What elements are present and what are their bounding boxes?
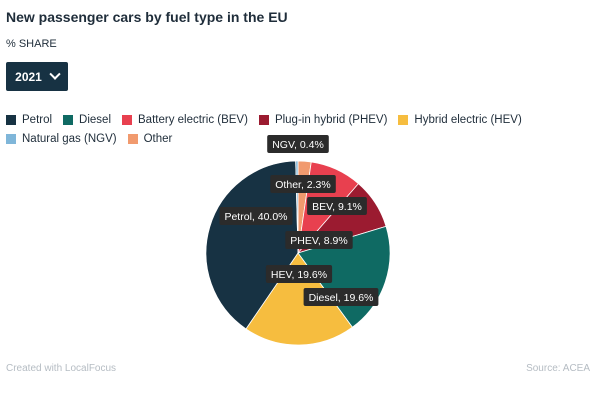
legend-label: Natural gas (NGV) <box>22 132 117 145</box>
year-dropdown-value: 2021 <box>15 69 42 84</box>
legend-swatch <box>398 114 409 125</box>
legend-label: Hybrid electric (HEV) <box>414 113 522 126</box>
data-label-text: Other, 2.3% <box>275 179 330 191</box>
legend-item-phev[interactable]: Plug-in hybrid (PHEV) <box>258 113 388 126</box>
data-label: Diesel, 19.6% <box>303 288 379 306</box>
legend-item-hev[interactable]: Hybrid electric (HEV) <box>398 113 522 126</box>
pie-slice-hybrid-electric-hev[interactable] <box>245 252 353 346</box>
footer-source: Source: ACEA <box>526 363 590 374</box>
pie-slice-petrol[interactable] <box>205 160 299 330</box>
legend-item-diesel[interactable]: Diesel <box>63 114 111 126</box>
legend-swatch <box>6 133 16 144</box>
data-label-box <box>285 231 353 249</box>
data-label-box <box>267 135 329 153</box>
footer-credit: Created with LocalFocus <box>6 363 117 374</box>
data-label-text: Petrol, 40.0% <box>224 211 287 223</box>
data-label-text: BEV, 9.1% <box>312 201 362 213</box>
legend-item-bev[interactable]: Battery electric (BEV) <box>122 114 248 126</box>
data-label-text: PHEV, 8.9% <box>290 235 347 247</box>
legend-row: Natural gas (NGV) Other <box>6 129 566 148</box>
legend-row: Petrol Diesel Battery electric (BEV) Plu… <box>6 110 566 129</box>
data-label-box <box>270 175 336 193</box>
legend-label: Diesel <box>79 113 112 126</box>
data-label: NGV, 0.4% <box>267 135 329 153</box>
data-label: Other, 2.3% <box>270 175 336 193</box>
legend-label: Petrol <box>22 113 53 126</box>
data-label: HEV, 19.6% <box>265 265 333 283</box>
chart-subtitle: % SHARE <box>6 38 57 50</box>
data-label: PHEV, 8.9% <box>285 231 353 249</box>
data-label-box <box>303 288 379 306</box>
legend-swatch <box>122 114 133 125</box>
legend-swatch <box>6 114 16 125</box>
legend-label: Battery electric (BEV) <box>138 113 248 126</box>
data-label: Petrol, 40.0% <box>219 207 293 225</box>
legend-swatch <box>127 133 138 144</box>
chart-title: New passenger cars by fuel type in the E… <box>6 9 288 25</box>
legend-label: Other <box>143 132 173 145</box>
legend-swatch <box>63 114 74 125</box>
data-label-box <box>219 207 293 225</box>
legend-item-other[interactable]: Other <box>127 132 173 145</box>
legend-item-petrol[interactable]: Petrol <box>6 114 52 126</box>
data-label-box <box>265 265 333 283</box>
data-label-text: Diesel, 19.6% <box>309 292 374 304</box>
data-label-box <box>307 197 367 215</box>
data-label-text: HEV, 19.6% <box>271 269 327 281</box>
legend-item-ngv[interactable]: Natural gas (NGV) <box>6 133 117 145</box>
data-label-text: NGV, 0.4% <box>272 139 324 151</box>
year-dropdown[interactable]: 2021 <box>6 62 68 91</box>
legend-swatch <box>258 114 269 125</box>
data-label: BEV, 9.1% <box>307 197 367 215</box>
chart-legend: Petrol Diesel Battery electric (BEV) Plu… <box>6 110 566 148</box>
legend-label: Plug-in hybrid (PHEV) <box>274 113 388 126</box>
